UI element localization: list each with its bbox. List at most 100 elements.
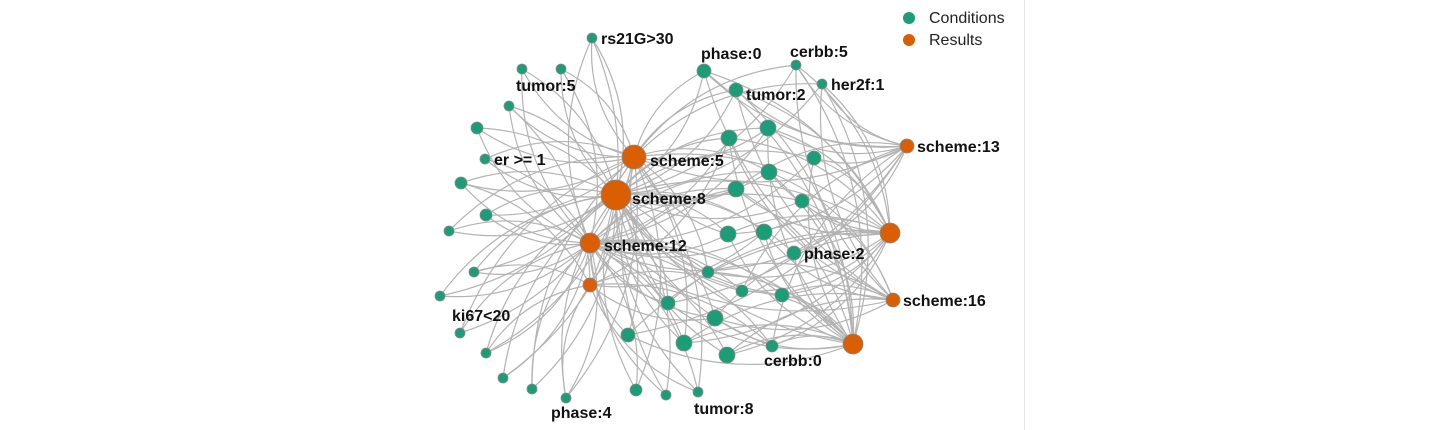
edge	[726, 334, 854, 356]
edge	[741, 232, 891, 292]
node-label: tumor:8	[694, 401, 754, 418]
edge	[459, 156, 635, 334]
edge	[741, 290, 854, 345]
node-label: scheme:13	[917, 139, 1000, 156]
edge	[735, 89, 908, 148]
edge	[448, 156, 635, 232]
node-label: tumor:5	[516, 78, 576, 95]
edge	[521, 68, 635, 158]
edge	[589, 242, 629, 336]
edge	[633, 156, 729, 235]
result-node	[879, 222, 901, 244]
condition-node	[701, 265, 715, 279]
legend-label-conditions: Conditions	[929, 10, 1005, 27]
edge	[473, 264, 591, 286]
edge	[521, 68, 617, 196]
condition-node	[774, 287, 790, 303]
edge	[476, 127, 635, 164]
edge	[726, 298, 894, 356]
edge	[767, 127, 908, 155]
edge	[589, 239, 783, 296]
condition-node	[503, 100, 515, 112]
edge	[589, 188, 737, 286]
edge	[459, 194, 617, 334]
edge	[633, 148, 770, 173]
edge	[728, 137, 854, 345]
edge	[615, 89, 737, 196]
edge	[589, 231, 765, 288]
node-label: her2f:1	[831, 77, 884, 94]
edge	[589, 242, 773, 347]
result-node	[582, 277, 598, 293]
edge	[795, 64, 891, 234]
edge	[615, 194, 639, 336]
edge	[633, 145, 908, 183]
edge	[707, 262, 894, 301]
edge	[485, 284, 591, 354]
edge	[589, 242, 638, 391]
node-label: phase:0	[701, 46, 762, 63]
condition-node	[479, 208, 493, 222]
condition-node	[706, 309, 724, 327]
edge	[476, 127, 617, 196]
result-node	[842, 333, 864, 355]
node-label: phase:4	[551, 405, 612, 422]
network-graph-area: rs21G>30 phase:0 cerbb:5 tumor:5 tumor:2 her2…	[434, 10, 1005, 422]
edge	[589, 242, 795, 272]
condition-node	[720, 129, 738, 147]
edge	[591, 37, 624, 196]
edge	[819, 83, 894, 301]
condition-node	[479, 153, 491, 165]
edge	[560, 68, 635, 158]
edge	[485, 194, 617, 354]
edge	[627, 145, 908, 336]
condition-node	[718, 346, 736, 364]
edge	[735, 89, 854, 345]
edge	[795, 64, 894, 301]
edge	[589, 242, 685, 344]
node-label: rs21G>30	[601, 31, 674, 48]
edge	[448, 194, 617, 237]
edge	[560, 68, 598, 244]
edge	[485, 214, 591, 246]
condition-node	[765, 339, 779, 353]
node-label: scheme:16	[903, 293, 986, 310]
edge	[801, 200, 894, 301]
edge-layer	[439, 37, 908, 399]
edge	[589, 283, 773, 347]
edge	[771, 232, 891, 347]
edge	[821, 83, 891, 234]
condition-node	[555, 63, 567, 75]
edge	[767, 127, 854, 345]
network-graph: rs21G>30 phase:0 cerbb:5 tumor:5 tumor:2 her2…	[434, 10, 1005, 422]
edge	[508, 105, 591, 286]
edge	[615, 194, 854, 345]
condition-node	[629, 383, 643, 397]
edge	[439, 194, 617, 297]
condition-node	[728, 82, 744, 98]
condition-node	[560, 392, 572, 404]
condition-node	[735, 284, 749, 298]
edge	[633, 70, 705, 158]
result-node	[579, 232, 601, 254]
condition-node	[470, 121, 484, 135]
edge	[703, 70, 908, 148]
result-node	[621, 144, 647, 170]
edge	[565, 242, 598, 399]
edge	[615, 83, 823, 196]
edge	[633, 156, 688, 344]
edge	[633, 64, 797, 158]
edge	[726, 232, 891, 356]
edge	[615, 180, 891, 234]
edge	[448, 220, 591, 244]
edge	[589, 242, 894, 312]
legend-marker-results	[903, 34, 915, 46]
node-label: tumor:2	[746, 87, 806, 104]
edge	[473, 242, 591, 275]
edge	[627, 232, 891, 336]
label-layer: rs21G>30 phase:0 cerbb:5 tumor:5 tumor:2 her2…	[452, 31, 1000, 422]
result-node	[600, 179, 632, 211]
condition-node	[719, 225, 737, 243]
condition-node	[790, 59, 802, 71]
edge	[562, 284, 591, 399]
